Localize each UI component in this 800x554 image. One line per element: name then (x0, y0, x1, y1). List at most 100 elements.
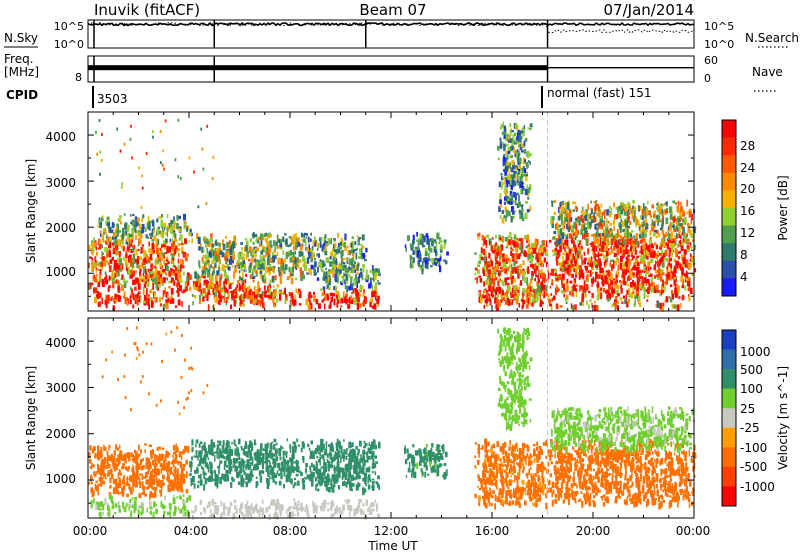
heatmap-cell-region-1 (172, 230, 176, 238)
heatmap-cell-region-8 (435, 242, 438, 249)
heatmap-cell-region-12 (606, 273, 609, 276)
heatmap-cell-region-0 (165, 272, 167, 276)
heatmap-cell-region-5 (341, 297, 344, 304)
heatmap-cell-region-12 (653, 250, 656, 257)
heatmap-cell-region-9 (530, 257, 533, 264)
heatmap-cell-region-13 (553, 211, 556, 215)
heatmap-cell-region-13 (651, 204, 654, 209)
heatmap-cell-region-6 (347, 267, 350, 273)
heatmap-cell-region-4 (262, 255, 266, 258)
heatmap-cell-region-9 (541, 240, 544, 244)
heatmap-cell-sparse (121, 182, 124, 186)
heatmap-cell-region-0 (132, 481, 135, 487)
heatmap-cell-region-4 (277, 257, 281, 263)
heatmap-cell-region-9 (513, 285, 516, 292)
heatmap-cell-region-2 (107, 287, 110, 292)
heatmap-cell-region-9 (477, 262, 480, 267)
heatmap-cell-region-12 (603, 264, 606, 268)
heatmap-cell-region-7 (374, 272, 377, 277)
heatmap-cell-region-4 (276, 245, 280, 249)
heatmap-cell-region-9 (479, 277, 483, 283)
heatmap-cell-region-13 (576, 230, 580, 234)
heatmap-cell-region-13 (649, 230, 652, 236)
heatmap-cell-region-13 (647, 200, 649, 205)
heatmap-cell-region-12 (605, 259, 607, 264)
heatmap-cell-region-9 (491, 237, 494, 240)
heatmap-cell-region-8 (420, 239, 423, 246)
freq-band-segment (354, 65, 356, 71)
heatmap-cell-region-12 (557, 288, 560, 291)
heatmap-cell-region-4 (206, 260, 210, 263)
heatmap-cell-region-12 (603, 261, 606, 266)
heatmap-cell-region-11 (511, 145, 514, 151)
heatmap-cell-region-10 (489, 299, 492, 306)
heatmap-cell-region-7 (343, 272, 345, 278)
heatmap-cell-region-12 (600, 287, 603, 292)
heatmap-cell-region-12 (565, 258, 568, 265)
freq-band-segment (624, 67, 626, 69)
heatmap-cell-region-0 (111, 473, 114, 479)
heatmap-cell-region-0 (176, 282, 178, 288)
heatmap-cell-region-14 (591, 302, 593, 308)
heatmap-cell-region-4 (292, 259, 296, 265)
heatmap-cell-region-1 (146, 222, 150, 230)
heatmap-cell-region-12 (579, 246, 582, 250)
heatmap-cell-region-4 (253, 266, 256, 271)
heatmap-cell-region-2 (137, 299, 140, 303)
heatmap-cell-region-12 (571, 263, 575, 268)
heatmap-cell-region-0 (172, 258, 175, 261)
heatmap-cell-region-4 (263, 273, 266, 280)
freq-band-segment (386, 65, 388, 71)
freq-band-segment (252, 65, 254, 71)
heatmap-cell-region-13 (658, 215, 661, 222)
heatmap-cell-region-12 (640, 245, 643, 253)
heatmap-cell-region-3 (240, 294, 242, 300)
freq-band-segment (144, 65, 146, 71)
heatmap-cell-region-12 (626, 281, 628, 284)
heatmap-cell-region-2 (143, 299, 147, 304)
heatmap-cell-region-13 (615, 233, 618, 240)
heatmap-cell-region-9 (504, 236, 508, 242)
heatmap-cell-region-5 (336, 302, 339, 308)
colorbar-swatch (722, 120, 736, 138)
heatmap-cell-region-0 (100, 244, 103, 249)
heatmap-cell-region-4 (251, 271, 254, 278)
heatmap-cell-region-4 (218, 247, 221, 251)
heatmap-cell-region-11 (504, 179, 506, 185)
heatmap-cell-region-5 (373, 303, 377, 310)
heatmap-cell-region-3 (235, 287, 237, 291)
heatmap-cell-region-10 (504, 300, 508, 305)
heatmap-cell-region-9 (539, 273, 542, 279)
heatmap-cell-region-8 (411, 244, 414, 248)
heatmap-cell-region-11 (521, 167, 524, 173)
heatmap-cell-region-11 (508, 210, 511, 217)
heatmap-cell-region-4 (268, 251, 271, 254)
heatmap-cell-region-13 (587, 203, 589, 211)
heatmap-cell-region-12 (632, 245, 635, 253)
heatmap-cell-region-0 (164, 251, 168, 254)
heatmap-cell-region-8 (409, 254, 412, 261)
heatmap-cell-region-11 (499, 137, 502, 141)
heatmap-cell-region-3 (215, 296, 219, 304)
heatmap-cell-region-13 (618, 211, 621, 216)
heatmap-cell-region-11 (503, 215, 506, 219)
heatmap-cell-region-12 (609, 273, 613, 279)
heatmap-cell-region-11 (518, 204, 522, 207)
heatmap-cell-region-9 (526, 277, 528, 284)
heatmap-cell-region-11 (520, 143, 524, 148)
heatmap-cell-region-13 (687, 240, 690, 243)
heatmap-cell-region-9 (526, 281, 528, 286)
heatmap-cell-region-12 (689, 258, 692, 262)
freq-band-segment (592, 67, 594, 69)
heatmap-cell-region-0 (153, 464, 157, 472)
heatmap-cell-region-9 (474, 272, 477, 276)
heatmap-cell-region-0 (95, 470, 99, 474)
heatmap-cell-region-2 (147, 300, 150, 306)
freq-band-segment (336, 65, 338, 71)
heatmap-cell-region-10 (525, 304, 529, 309)
heatmap-cell-region-9 (530, 264, 533, 268)
heatmap-cell-region-7 (334, 265, 336, 270)
heatmap-cell-region-1 (125, 239, 129, 245)
heatmap-cell-region-5 (371, 291, 374, 298)
heatmap-cell-region-12 (664, 285, 666, 292)
